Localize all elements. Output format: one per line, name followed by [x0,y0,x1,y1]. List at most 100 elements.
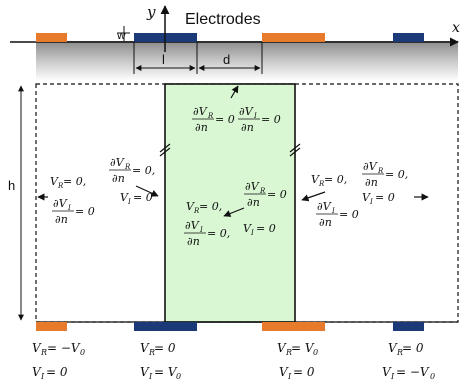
bottom-condition-2: V R = 0 V I = V 0 [140,341,181,381]
svg-text:= 0: = 0 [339,208,359,221]
svg-text:∂n: ∂n [112,172,125,185]
svg-text:R: R [40,348,47,357]
svg-text:∂n: ∂n [365,176,378,189]
svg-text:= 0,: = 0, [199,200,222,213]
svg-text:R: R [124,163,131,171]
bottom-electrode-3 [262,322,325,331]
svg-text:I: I [390,372,395,381]
top-normal-arrow [230,85,239,99]
left-gap-condition: ∂V R ∂n = 0, V I = 0 [109,156,155,206]
svg-text:R: R [193,207,200,215]
bottom-electrode-1 [36,322,67,331]
svg-text:= V: = V [154,365,178,379]
svg-text:R: R [318,180,325,188]
outer-right-condition: V R = 0, ∂V R ∂n = 0, V I = 0 [311,160,408,206]
w-label: w [116,28,126,42]
bottom-electrode-4 [393,322,424,331]
svg-text:I: I [127,198,131,206]
outer-left-condition: V R = 0, ∂V I ∂n = 0 [50,175,95,226]
svg-text:0: 0 [430,372,435,381]
svg-text:∂n: ∂n [55,213,68,226]
svg-text:0: 0 [80,348,85,357]
left-gap-arrow [135,185,159,197]
substrate-layer [36,41,458,81]
svg-text:∂n: ∂n [241,121,254,134]
svg-text:V: V [140,341,150,355]
svg-text:= 0: = 0 [46,365,68,379]
svg-text:R: R [377,167,384,175]
top-electrode-3 [262,33,325,42]
svg-text:R: R [285,348,292,357]
svg-text:V: V [50,175,59,188]
svg-text:V: V [32,341,42,355]
svg-text:= 0: = 0 [256,222,276,235]
svg-text:I: I [369,198,373,206]
svg-text:0: 0 [176,372,181,381]
bottom-condition-4: V R = 0 V I = −V 0 [382,341,435,381]
svg-text:= 0: = 0 [215,113,235,126]
svg-text:V: V [382,365,392,379]
y-axis-label: y [146,3,156,21]
svg-text:V: V [388,341,398,355]
svg-text:I: I [287,372,292,381]
svg-text:= 0,: = 0, [385,168,408,181]
svg-text:∂V: ∂V [185,219,200,232]
svg-text:0: 0 [313,348,318,357]
h-label: h [8,178,15,193]
svg-text:V: V [277,341,287,355]
svg-text:R: R [57,182,64,190]
svg-text:= 0,: = 0, [63,175,86,188]
top-electrode-1 [36,33,67,42]
bottom-condition-3: V R = V 0 V I = 0 [277,341,318,381]
svg-text:V: V [279,365,289,379]
svg-text:∂V: ∂V [317,200,332,213]
center-condition: V R = 0, ∂V I ∂n = 0, V I = 0 [184,200,276,248]
svg-text:V: V [32,365,42,379]
svg-text:∂V: ∂V [110,156,125,169]
center-arrow [223,207,245,217]
electrodes-title: Electrodes [185,11,261,28]
svg-text:I: I [253,112,257,120]
svg-text:R: R [207,112,214,120]
left-break-mark [159,143,171,157]
svg-text:V: V [243,222,252,235]
svg-text:I: I [148,372,153,381]
svg-text:V: V [186,200,195,213]
svg-text:= 0: = 0 [261,113,281,126]
svg-text:R: R [259,187,266,195]
unit-cell-region [164,83,296,323]
svg-text:= −V: = −V [47,341,81,355]
svg-text:∂n: ∂n [187,235,200,248]
svg-text:= 0: = 0 [267,188,287,201]
svg-text:V: V [120,191,129,204]
svg-text:I: I [199,226,203,234]
top-boundary-condition: ∂V R ∂n = 0 ∂V I ∂n = 0 [192,105,281,134]
svg-text:V: V [362,191,371,204]
svg-text:= 0,: = 0, [207,227,230,240]
top-electrode-4 [393,33,424,42]
svg-text:= 0,: = 0, [324,173,347,186]
d-label: d [223,52,230,67]
bottom-electrode-2 [134,322,197,331]
right-gap-condition: ∂V R ∂n = 0 ∂V I ∂n = 0 [244,180,359,229]
svg-text:I: I [40,372,45,381]
svg-text:V: V [140,365,150,379]
svg-text:I: I [331,207,335,215]
x-axis-label: x [452,20,460,36]
svg-text:= 0: = 0 [154,341,176,355]
svg-text:= 0: = 0 [75,205,95,218]
svg-text:∂V: ∂V [245,180,260,193]
svg-text:V: V [311,173,320,186]
l-label: l [162,52,165,67]
svg-text:∂n: ∂n [247,196,260,209]
svg-text:R: R [148,348,155,357]
svg-text:∂V: ∂V [363,160,378,173]
svg-text:= −V: = −V [396,365,430,379]
svg-text:∂n: ∂n [319,216,332,229]
svg-text:∂n: ∂n [195,121,208,134]
right-gap-arrow [301,191,326,202]
svg-text:= 0: = 0 [293,365,315,379]
svg-text:= 0,: = 0, [132,164,155,177]
svg-text:R: R [396,348,403,357]
